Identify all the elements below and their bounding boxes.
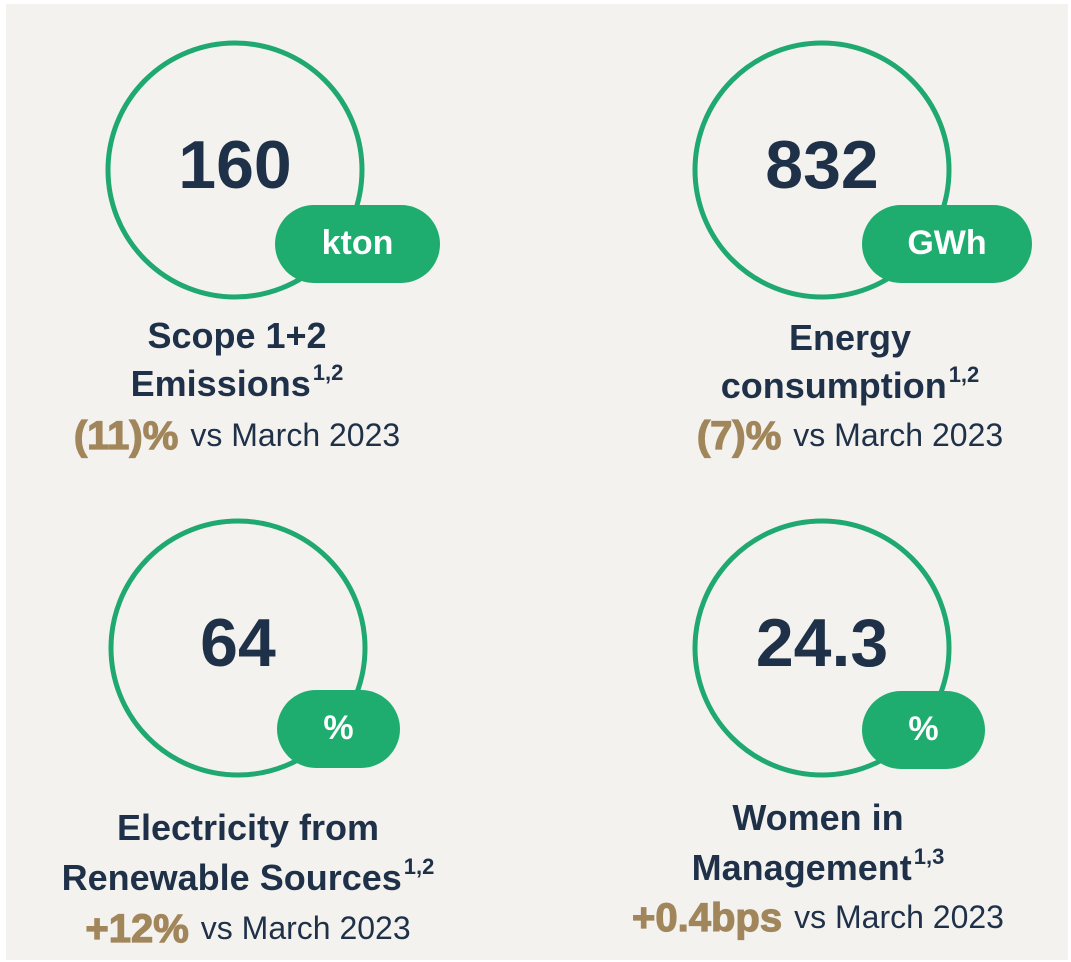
kpi-label: Emissions1,2 — [131, 360, 344, 404]
comparison: vs March 2023 — [190, 417, 400, 453]
change-line: (11)% vs March 2023 — [74, 414, 400, 458]
change-value: (7)% — [697, 414, 781, 458]
unit-label: % — [908, 710, 938, 748]
kpi-ring — [108, 518, 368, 778]
unit-pill — [862, 691, 985, 769]
kpi-label-text: Electricity from — [117, 807, 379, 848]
change-value: (11)% — [74, 414, 179, 458]
comparison: vs March 2023 — [794, 899, 1004, 935]
kpi-value: 24.3 — [756, 605, 888, 681]
kpi-label: Scope 1+2 — [147, 315, 326, 356]
comparison: vs March 2023 — [793, 417, 1003, 453]
comparison: vs March 2023 — [201, 910, 411, 946]
footnote-ref: 1,3 — [914, 844, 945, 869]
kpi-label-text: Women in — [732, 797, 903, 838]
unit-label: % — [323, 709, 353, 747]
kpi-label-text: consumption — [721, 365, 947, 406]
kpi-ring — [105, 40, 365, 300]
footnote-ref: 1,2 — [313, 360, 344, 385]
unit-label: kton — [322, 224, 394, 262]
kpi-label-text: Energy — [789, 317, 911, 358]
change-line: +12% vs March 2023 — [85, 907, 410, 951]
kpi-label-text: Management — [692, 847, 912, 888]
footnote-ref: 1,2 — [404, 854, 435, 879]
kpi-label: consumption1,2 — [721, 362, 980, 406]
change-line: +0.4bps vs March 2023 — [632, 896, 1004, 940]
kpi-value: 160 — [178, 127, 291, 203]
change-value: +12% — [85, 907, 188, 951]
unit-label: GWh — [907, 224, 986, 262]
unit-pill — [862, 205, 1032, 283]
change-line: (7)% vs March 2023 — [697, 414, 1003, 458]
kpi-label-text: Renewable Sources — [62, 857, 402, 898]
kpi-label: Energy — [789, 317, 911, 358]
background — [6, 4, 1068, 960]
kpi-value: 64 — [200, 605, 276, 681]
kpi-label: Management1,3 — [692, 844, 945, 888]
kpi-ring — [692, 40, 952, 300]
unit-pill — [277, 690, 400, 768]
kpi-label: Renewable Sources1,2 — [62, 854, 435, 898]
kpi-tile: 24.3% Women in Management1,3 +0.4bps vs Marc… — [631, 518, 1004, 940]
kpi-label-text: Emissions — [131, 363, 311, 404]
kpi-value: 832 — [765, 127, 878, 203]
change-value: +0.4bps — [632, 896, 782, 940]
kpi-label-text: Scope 1+2 — [147, 315, 326, 356]
kpi-ring — [692, 518, 952, 778]
kpi-label: Women in — [732, 797, 903, 838]
footnote-ref: 1,2 — [949, 362, 980, 387]
kpi-tile: 64% Electricity from Renewable Sources1,2 +… — [62, 518, 435, 951]
unit-pill — [275, 205, 440, 283]
kpi-label: Electricity from — [117, 807, 379, 848]
